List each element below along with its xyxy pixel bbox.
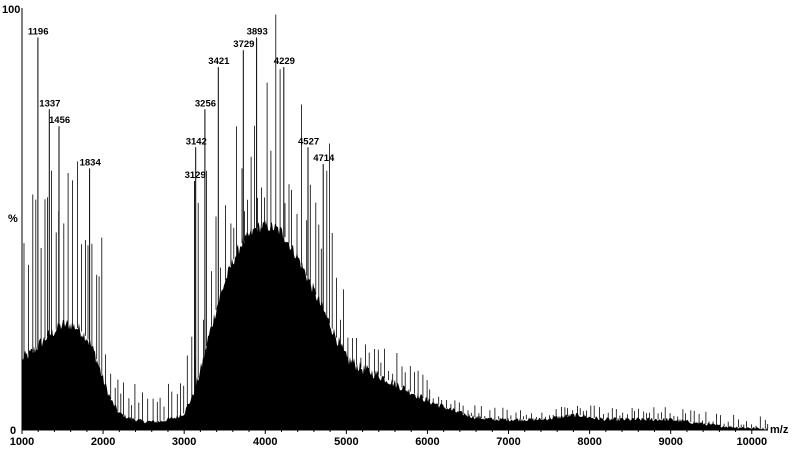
spectrum-area	[22, 219, 768, 430]
peak-label-1337: 1337	[39, 98, 60, 109]
x-tick-label-10000: 10000	[736, 436, 767, 448]
peak-label-1834: 1834	[80, 157, 102, 168]
peak-label-3142: 3142	[186, 136, 207, 147]
y-tick-bottom: 0	[10, 425, 16, 437]
x-tick-label-9000: 9000	[658, 436, 682, 448]
x-tick-label-3000: 3000	[172, 436, 196, 448]
peak-lines	[37, 37, 324, 430]
peak-label-4527: 4527	[298, 136, 319, 147]
x-ticks: 1000 2000 3000 4000 5000 6000 7000 8000 9000 1000…	[10, 430, 767, 448]
x-tick-label-7000: 7000	[496, 436, 520, 448]
y-tick-top: 100	[2, 4, 20, 16]
x-tick-label-1000: 1000	[10, 436, 34, 448]
x-tick-label-4000: 4000	[253, 436, 277, 448]
spectrum-spikes	[23, 14, 769, 429]
peak-label-1456: 1456	[49, 115, 70, 126]
peak-labels: 1196 1337 1456 1834 3129 3142 3256 342137293893…	[28, 27, 335, 182]
peak-label-1196: 1196	[28, 27, 49, 38]
peak-label-4229: 4229	[274, 56, 295, 67]
peak-label-3421: 3421	[208, 56, 230, 67]
x-tick-label-8000: 8000	[577, 436, 601, 448]
peak-label-3729: 3729	[233, 39, 254, 50]
y-axis-label: %	[8, 213, 18, 225]
x-axis-label: m/z	[770, 424, 789, 436]
x-tick-label-2000: 2000	[91, 436, 115, 448]
axis-labels: 100 % 0 m/z	[2, 4, 789, 437]
spectrum-envelope	[22, 219, 768, 430]
x-tick-label-6000: 6000	[415, 436, 439, 448]
peak-label-4714: 4714	[313, 153, 335, 164]
peak-label-3256: 3256	[195, 98, 216, 109]
axes	[21, 8, 768, 431]
peak-label-3893: 3893	[247, 27, 268, 38]
x-tick-label-5000: 5000	[334, 436, 358, 448]
peak-label-3129: 3129	[185, 170, 206, 181]
